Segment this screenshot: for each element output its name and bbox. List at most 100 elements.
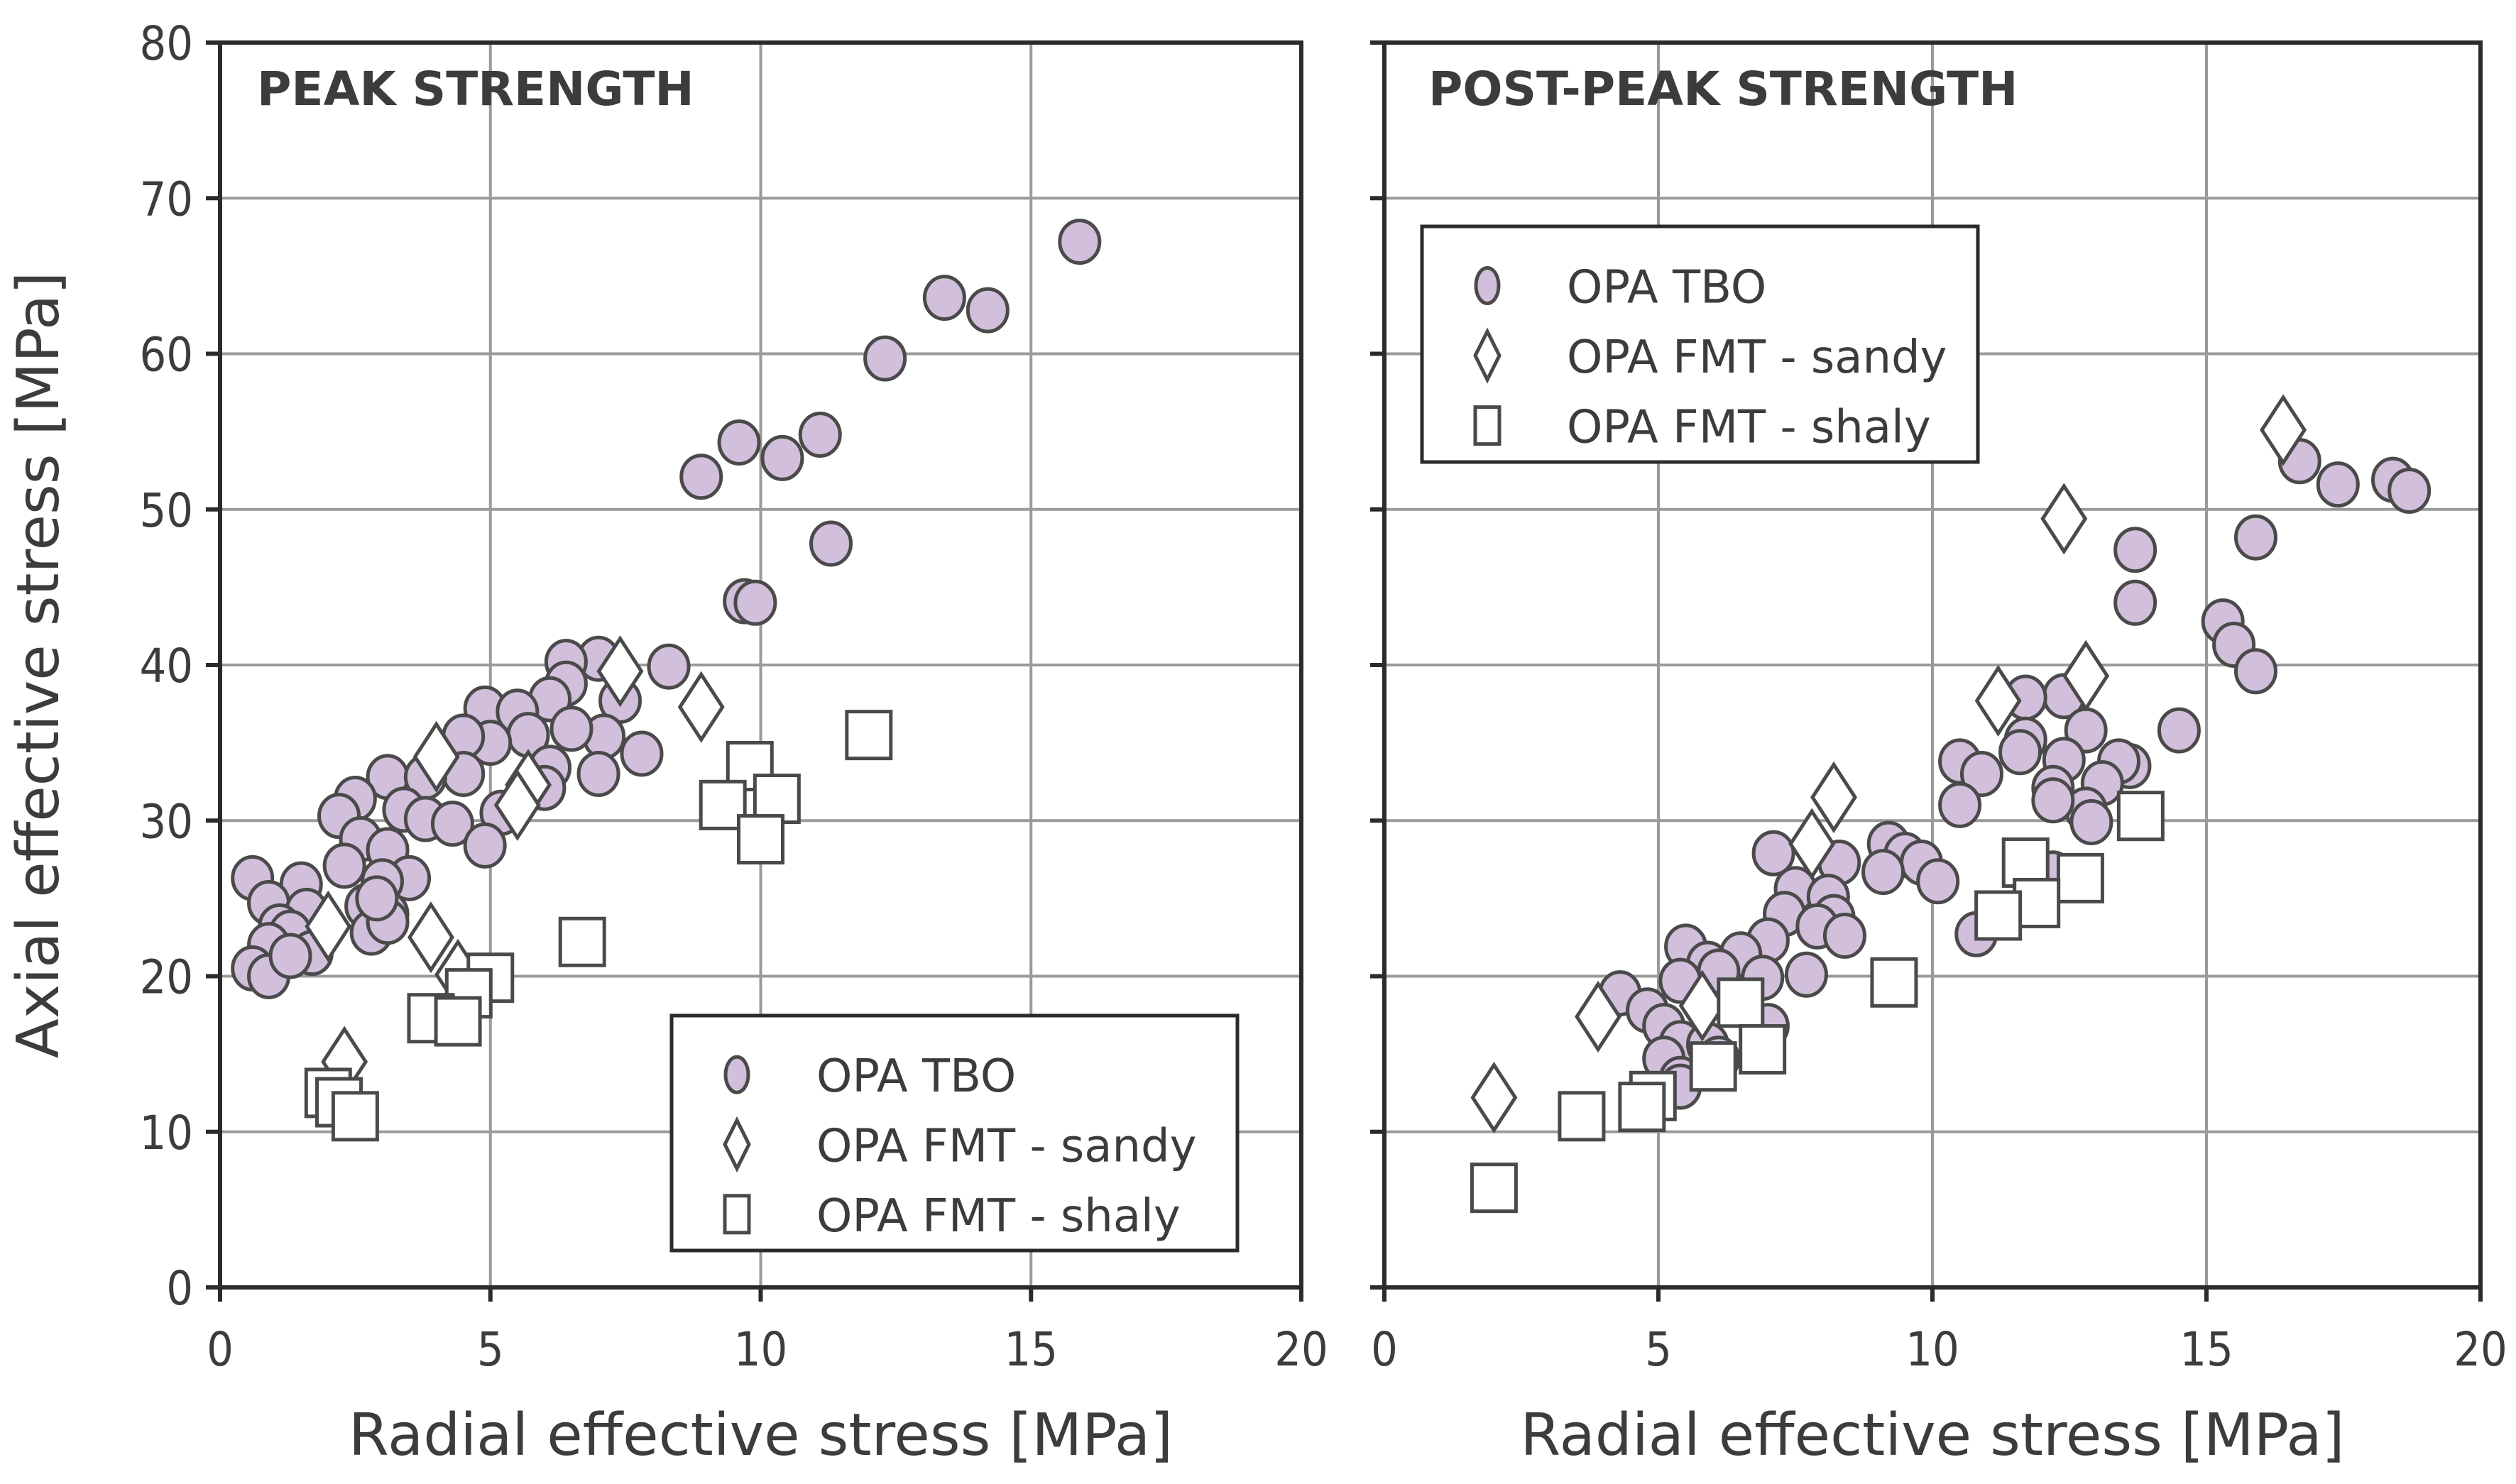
data-point-circle: [2388, 467, 2432, 514]
data-point-diamond: [1788, 808, 1836, 880]
x-tick-label: 5: [1645, 1322, 1672, 1377]
x-tick-label: 0: [207, 1322, 234, 1377]
x-tick-label: 5: [477, 1322, 504, 1377]
data-point-circle: [2233, 648, 2277, 695]
data-point-circle: [1822, 912, 1866, 959]
data-point-diamond: [1470, 1061, 1518, 1134]
data-point-circle: [922, 275, 966, 321]
data-point-square: [1689, 1041, 1737, 1092]
legend-marker-square-icon: [723, 1194, 751, 1235]
data-markers: [1470, 394, 2432, 1214]
x-tick-label: 10: [734, 1322, 788, 1377]
data-point-circle: [1751, 830, 1795, 876]
data-point-circle: [430, 801, 474, 847]
legend-label: OPA TBO: [816, 1050, 1016, 1103]
x-tick-label: 0: [1371, 1322, 1398, 1377]
data-point-square: [1870, 957, 1918, 1008]
data-point-circle: [463, 822, 507, 869]
panel-post-peak-strength: 0 5 10 15 20 POST-PEAK STRENGTH Radial effec…: [1370, 40, 2507, 1469]
y-tick-label: 0: [166, 1261, 193, 1316]
data-point-circle: [2157, 707, 2201, 754]
legend: OPA TBO OPA FMT - sandy OPA FMT - shaly: [669, 1013, 1240, 1253]
data-point-square: [1618, 1082, 1666, 1133]
data-point-circle: [1938, 781, 1982, 828]
data-point-diamond: [493, 769, 541, 841]
x-axis-label: Radial effective stress [MPa]: [349, 1402, 1173, 1469]
data-point-circle: [647, 643, 691, 690]
legend-marker-diamond-icon: [723, 1116, 751, 1173]
x-tick-label: 10: [1905, 1322, 1959, 1377]
data-point-square: [1470, 1163, 1518, 1214]
data-point-circle: [1058, 219, 1102, 265]
series-square: [304, 710, 893, 1142]
legend-label: OPA FMT - shaly: [816, 1190, 1181, 1243]
data-point-diamond: [1575, 980, 1622, 1053]
panel-title: PEAK STRENGTH: [257, 62, 694, 116]
data-point-circle: [717, 419, 761, 466]
y-tick-label: 20: [139, 950, 193, 1005]
data-point-diamond: [408, 901, 454, 974]
data-point-circle: [679, 454, 723, 500]
legend-label: OPA TBO: [1567, 261, 1766, 314]
data-point-diamond: [412, 720, 460, 793]
data-point-square: [1974, 890, 2023, 941]
data-point-diamond: [305, 890, 352, 962]
data-point-circle: [1916, 858, 1960, 905]
legend-box: [669, 1013, 1240, 1253]
legend-label: OPA FMT - sandy: [816, 1121, 1197, 1173]
data-point-diamond: [1678, 969, 1726, 1042]
legend-label: OPA FMT - shaly: [1567, 402, 1931, 454]
data-point-square: [2116, 791, 2165, 842]
data-point-circle: [760, 434, 804, 481]
data-point-diamond: [596, 635, 644, 708]
data-point-circle: [2233, 514, 2277, 561]
series-square: [1470, 791, 2165, 1214]
x-tick-label: 15: [2179, 1322, 2233, 1377]
data-point-circle: [809, 520, 853, 567]
data-point-circle: [355, 875, 399, 922]
y-tick-label: 10: [139, 1106, 193, 1160]
data-point-circle: [798, 412, 842, 458]
data-point-circle: [1784, 951, 1828, 998]
series-diamond: [1470, 394, 2307, 1134]
y-tick-label: 50: [139, 483, 193, 538]
data-point-diamond: [2062, 639, 2110, 712]
legend-box: [1420, 224, 1980, 464]
data-point-diamond: [1974, 664, 2022, 737]
data-point-square: [1717, 977, 1765, 1028]
data-point-circle: [1959, 750, 2003, 797]
data-point-diamond: [2040, 483, 2088, 555]
x-tick-label: 15: [1004, 1322, 1058, 1377]
data-point-circle: [1861, 849, 1905, 896]
y-tick-label: 80: [139, 16, 193, 71]
series-diamond: [305, 635, 725, 1098]
legend-marker-circle-icon: [1474, 265, 1501, 305]
y-tick-label: 60: [139, 328, 193, 383]
data-point-circle: [733, 579, 777, 626]
panel-title: POST-PEAK STRENGTH: [1428, 62, 2018, 116]
data-point-diamond: [677, 671, 725, 743]
data-point-circle: [2316, 461, 2360, 508]
series-circle: [231, 219, 1102, 999]
y-tick-label: 40: [139, 639, 193, 693]
data-point-circle: [2031, 777, 2075, 824]
axis-ticks: 0 5 10 15 20: [1370, 40, 2507, 1377]
axis-ticks: 0 5 10 15 20 0 10 20 30 40 50 60 70 80: [139, 16, 1328, 1377]
data-point-circle: [2113, 579, 2157, 626]
data-point-diamond: [2260, 394, 2307, 466]
data-point-square: [1558, 1091, 1606, 1142]
legend-marker-square-icon: [1473, 405, 1502, 446]
legend: OPA TBO OPA FMT - sandy OPA FMT - shaly: [1420, 224, 1980, 464]
y-axis-label: Axial effective stress [MPa]: [5, 272, 72, 1058]
data-point-diamond: [1810, 761, 1858, 833]
data-point-circle: [268, 933, 312, 979]
data-point-square: [737, 814, 784, 865]
x-tick-label: 20: [1274, 1322, 1328, 1377]
data-point-circle: [966, 287, 1010, 334]
data-markers: [231, 219, 1102, 1142]
data-point-circle: [1998, 729, 2042, 776]
legend-marker-diamond-icon: [1473, 327, 1502, 384]
y-tick-label: 70: [139, 172, 193, 226]
data-point-square: [558, 916, 606, 967]
